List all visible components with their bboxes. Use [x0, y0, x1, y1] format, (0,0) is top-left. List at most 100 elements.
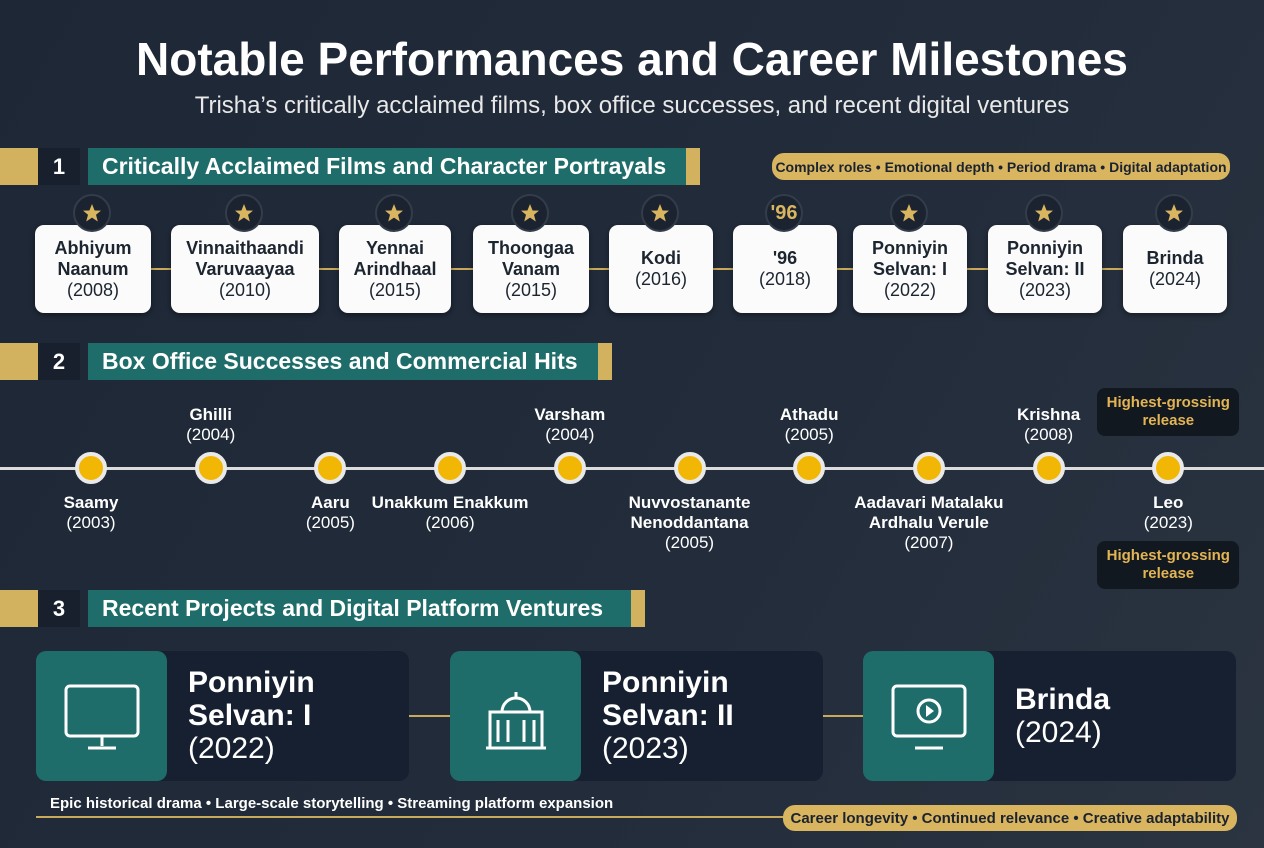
timeline-title: Leo	[1153, 493, 1184, 512]
film-icon	[890, 194, 928, 232]
film-card: Yennai Arindhaal (2015)	[339, 225, 451, 313]
timeline-dot	[912, 452, 945, 484]
caption: Epic historical drama • Large-scale stor…	[50, 795, 614, 812]
section-number: 1	[0, 148, 80, 185]
film-year: (2016)	[634, 269, 688, 289]
timeline-dot	[434, 452, 467, 484]
timeline-year: (2006)	[425, 513, 475, 532]
film-card: Thoongaa Vanam (2015)	[473, 225, 589, 313]
project-title: Brinda	[1015, 683, 1111, 716]
project-title: Ponniyin Selvan: II	[602, 666, 734, 732]
icon	[521, 204, 539, 222]
film-year: (2018)	[758, 269, 812, 289]
icon	[651, 204, 669, 222]
timeline-year: (2008)	[1024, 425, 1074, 444]
icon	[900, 204, 918, 222]
project-title: Ponniyin Selvan: I	[188, 666, 315, 732]
timeline-title: Aaru	[311, 493, 350, 512]
film-card: Abhiyum Naanum (2008)	[35, 225, 151, 313]
timeline-dot	[673, 452, 706, 484]
project-text: Brinda (2024)	[1015, 683, 1235, 749]
project-year: (2022)	[188, 732, 275, 765]
film-card: '96 (2018)	[733, 225, 837, 313]
film-icon	[511, 194, 549, 232]
section-number: 2	[0, 343, 80, 380]
timeline-line	[0, 467, 1264, 470]
project-year: (2023)	[602, 732, 689, 765]
timeline-label: Aaru (2005)	[245, 493, 415, 533]
film-title: Ponniyin Selvan: I	[872, 237, 948, 279]
timeline-title: Varsham	[534, 405, 606, 424]
timeline-label: Unakkum Enakkum (2006)	[365, 493, 535, 533]
timeline-dot	[314, 452, 347, 484]
timeline-label: Krishna (2008)	[964, 405, 1134, 445]
timeline-dot	[553, 452, 586, 484]
film-icon	[375, 194, 413, 232]
icon	[1035, 204, 1053, 222]
film-card: Kodi (2016)	[609, 225, 713, 313]
film-year: (2015)	[504, 279, 558, 300]
film-year: (2022)	[883, 279, 937, 300]
project-icon	[450, 651, 581, 781]
section-number: 3	[0, 590, 80, 627]
timeline-label: Athadu (2005)	[724, 405, 894, 445]
timeline-dot	[1032, 452, 1065, 484]
film-icon	[73, 194, 111, 232]
timeline-year: (2004)	[545, 425, 595, 444]
film-icon: '96	[765, 194, 803, 232]
badge: Highest-grossing release	[1097, 541, 1240, 589]
timeline-year: (2003)	[66, 513, 116, 532]
timeline-title: Krishna	[1016, 405, 1081, 424]
film-title: Kodi	[641, 248, 681, 268]
project-text: Ponniyin Selvan: II (2023)	[602, 666, 822, 765]
section-title: Critically Acclaimed Films and Character…	[88, 148, 700, 185]
project-text: Ponniyin Selvan: I (2022)	[188, 666, 408, 765]
film-title: Vinnaithaandi Varuvaayaa	[186, 237, 304, 279]
film-year: (2023)	[1018, 279, 1072, 300]
badge: Highest-grossing release	[1097, 388, 1240, 436]
film-title: Yennai Arindhaal	[353, 237, 437, 279]
timeline-year: (2005)	[784, 425, 834, 444]
timeline-dot	[793, 452, 826, 484]
timeline-dot	[194, 452, 227, 484]
timeline-title: Athadu	[779, 405, 839, 424]
icon	[83, 204, 101, 222]
timeline-label: Aadavari Matalaku Ardhalu Verule (2007)	[844, 493, 1014, 553]
film-title: Thoongaa Vanam	[488, 237, 574, 279]
film-card: Ponniyin Selvan: I (2022)	[853, 225, 967, 313]
subtitle: Trisha’s critically acclaimed films, box…	[194, 92, 1070, 119]
icon	[235, 204, 253, 222]
film-title: Abhiyum Naanum	[54, 237, 132, 279]
timeline-label: Varsham (2004)	[485, 405, 655, 445]
film-icon	[641, 194, 679, 232]
timeline-title: Unakkum Enakkum	[371, 493, 529, 512]
film-card: Brinda (2024)	[1123, 225, 1227, 313]
film-year: (2024)	[1148, 269, 1202, 289]
film-title: Ponniyin Selvan: II	[1005, 237, 1085, 279]
timeline-label: Leo (2023)	[1083, 493, 1253, 533]
timeline-title: Aadavari Matalaku Ardhalu Verule	[854, 493, 1004, 532]
tags: Complex roles • Emotional depth • Period…	[772, 153, 1230, 180]
timeline-label: Ghilli (2004)	[126, 405, 296, 445]
project-year: (2024)	[1015, 716, 1102, 749]
timeline-label: Nuvvostanante Nenoddantana (2005)	[605, 493, 775, 553]
footer-line	[36, 816, 796, 818]
film-card: Ponniyin Selvan: II (2023)	[988, 225, 1102, 313]
film-year: (2015)	[368, 279, 422, 300]
timeline-year: (2004)	[186, 425, 236, 444]
timeline-title: Nuvvostanante Nenoddantana	[628, 493, 751, 532]
timeline-year: (2023)	[1143, 513, 1193, 532]
timeline-year: (2005)	[305, 513, 355, 532]
film-card: Vinnaithaandi Varuvaayaa (2010)	[171, 225, 319, 313]
film-year: (2008)	[66, 279, 120, 300]
timeline-label: Saamy (2003)	[6, 493, 176, 533]
title: Notable Performances and Career Mileston…	[136, 33, 1128, 85]
film-title: Brinda	[1146, 248, 1204, 268]
film-title: '96	[772, 248, 798, 268]
timeline-dot	[75, 452, 107, 484]
icon	[64, 684, 139, 750]
timeline-title: Ghilli	[189, 405, 232, 424]
icon-text: '96	[770, 201, 798, 224]
footer-tags: Career longevity • Continued relevance •…	[783, 805, 1237, 831]
project-icon	[863, 651, 994, 781]
